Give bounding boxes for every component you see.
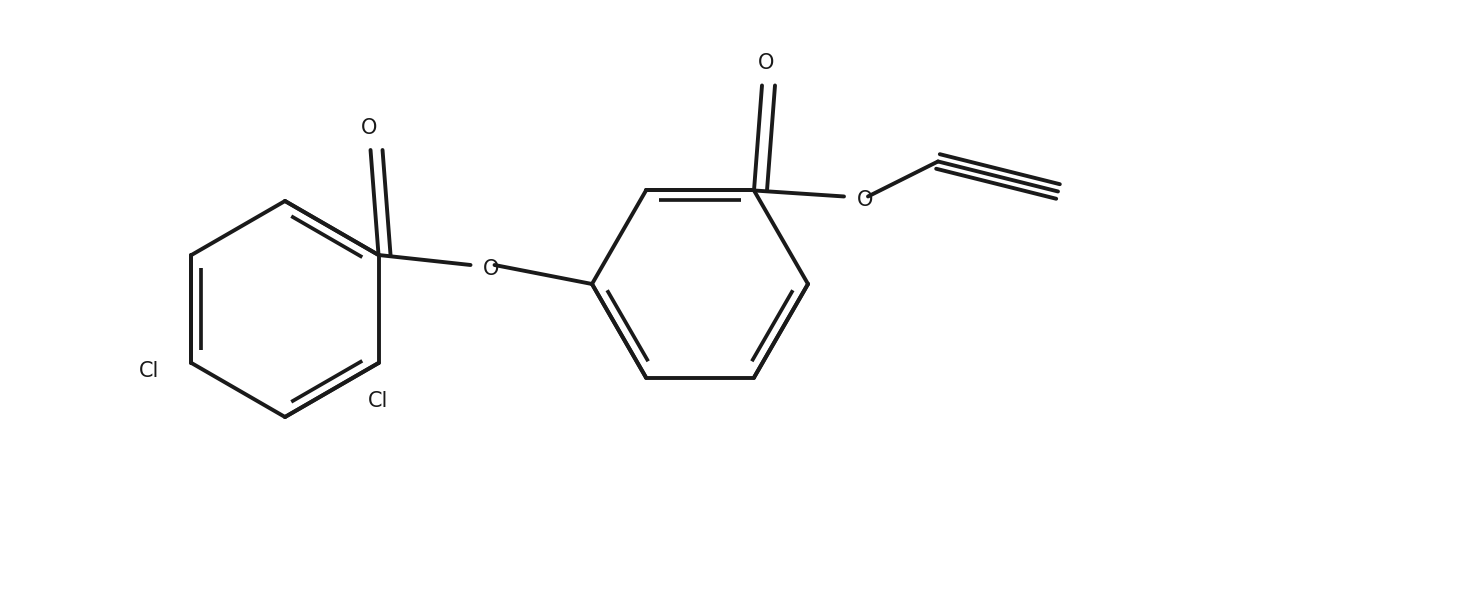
Text: Cl: Cl <box>368 391 389 411</box>
Text: O: O <box>757 53 774 74</box>
Text: Cl: Cl <box>139 361 160 381</box>
Text: O: O <box>857 190 873 211</box>
Text: O: O <box>483 259 499 279</box>
Text: O: O <box>361 118 377 138</box>
